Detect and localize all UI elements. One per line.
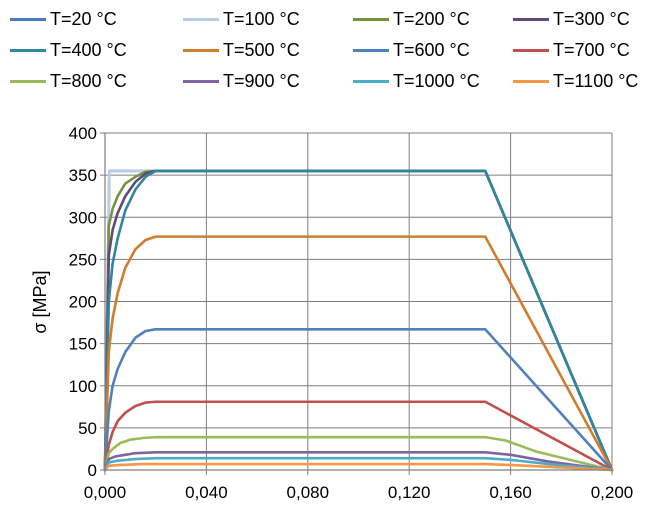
series-line-10 xyxy=(103,456,614,472)
legend-item-t900: T=900 °C xyxy=(183,69,300,93)
legend-item-t800: T=800 °C xyxy=(10,69,127,93)
legend-label: T=900 °C xyxy=(223,70,300,91)
legend-label: T=200 °C xyxy=(393,8,470,29)
legend-swatch xyxy=(513,48,549,52)
legend-label: T=800 °C xyxy=(50,70,127,91)
series-line-5 xyxy=(103,235,614,472)
x-tick-label: 0,120 xyxy=(388,483,431,502)
y-tick-label: 150 xyxy=(69,335,97,354)
series-line-4 xyxy=(103,169,614,472)
legend-swatch xyxy=(10,17,46,21)
legend-label: T=500 °C xyxy=(223,39,300,60)
legend-swatch xyxy=(353,48,389,52)
y-tick-label: 250 xyxy=(69,250,97,269)
series-line-3 xyxy=(103,169,614,472)
series-line-7 xyxy=(103,400,614,472)
legend-label: T=20 °C xyxy=(50,8,117,29)
legend-item-t1000: T=1000 °C xyxy=(353,69,480,93)
series-line-1 xyxy=(103,169,614,472)
legend-item-t200: T=200 °C xyxy=(353,7,470,31)
legend-item-t300: T=300 °C xyxy=(513,7,630,31)
series-line-0 xyxy=(103,169,614,472)
series-line-8 xyxy=(103,435,614,472)
y-tick-label: 0 xyxy=(88,461,97,480)
legend-label: T=600 °C xyxy=(393,39,470,60)
x-tick-label: 0,200 xyxy=(591,483,634,502)
legend-swatch xyxy=(10,79,46,83)
legend-label: T=1000 °C xyxy=(393,70,480,91)
x-tick-label: 0,160 xyxy=(489,483,532,502)
legend-swatch xyxy=(10,48,46,52)
legend-swatch xyxy=(353,17,389,21)
legend-item-t1100: T=1100 °C xyxy=(513,69,638,93)
chart-ticks: 0 50 100 150 200 250 300 350 400 0,000 0,040 0,080 0… xyxy=(69,124,634,502)
y-tick-label: 100 xyxy=(69,377,97,396)
legend-label: T=100 °C xyxy=(223,8,300,29)
y-tick-label: 300 xyxy=(69,208,97,227)
legend-item-t400: T=400 °C xyxy=(10,38,127,62)
series-line-11 xyxy=(103,462,614,472)
legend-swatch xyxy=(353,79,389,83)
x-tick-label: 0,080 xyxy=(287,483,330,502)
legend-label: T=700 °C xyxy=(553,39,630,60)
legend-item-t600: T=600 °C xyxy=(353,38,470,62)
legend-label: T=1100 °C xyxy=(553,70,639,91)
x-tick-label: 0,000 xyxy=(84,483,127,502)
series-line-2 xyxy=(103,169,614,472)
legend-swatch xyxy=(183,17,219,21)
y-axis-title: σ [MPa] xyxy=(30,270,50,333)
legend-item-t500: T=500 °C xyxy=(183,38,300,62)
series-line-6 xyxy=(103,328,614,472)
series-line-9 xyxy=(103,451,614,472)
y-tick-label: 350 xyxy=(69,166,97,185)
legend-swatch xyxy=(183,48,219,52)
chart-series xyxy=(103,169,614,472)
legend-swatch xyxy=(183,79,219,83)
legend-item-t20: T=20 °C xyxy=(10,7,117,31)
legend-swatch xyxy=(513,79,549,83)
y-tick-label: 400 xyxy=(69,124,97,143)
legend-label: T=300 °C xyxy=(553,8,630,29)
x-tick-label: 0,040 xyxy=(185,483,228,502)
legend-label: T=400 °C xyxy=(50,39,127,60)
legend-item-t700: T=700 °C xyxy=(513,38,630,62)
y-tick-label: 200 xyxy=(69,293,97,312)
legend-item-t100: T=100 °C xyxy=(183,7,300,31)
y-tick-label: 50 xyxy=(78,419,97,438)
chart-axes xyxy=(100,132,613,475)
legend-swatch xyxy=(513,17,549,21)
chart-grid xyxy=(104,132,613,471)
